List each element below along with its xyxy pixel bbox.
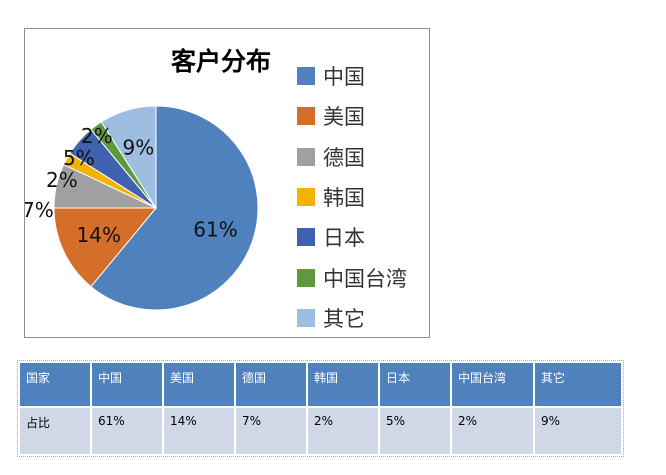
pie-data-label: 9% xyxy=(122,135,154,159)
legend-label: 德国 xyxy=(323,145,365,170)
legend-swatch xyxy=(297,67,315,86)
legend-swatch xyxy=(297,308,315,327)
legend-label: 中国 xyxy=(323,65,365,90)
table-cell: 9% xyxy=(535,408,621,454)
table-header-cell: 美国 xyxy=(164,363,234,406)
legend-label: 中国台湾 xyxy=(323,266,407,291)
pie-data-label: 61% xyxy=(193,217,237,241)
legend-label: 韩国 xyxy=(323,186,365,211)
legend-label: 美国 xyxy=(323,105,365,130)
legend-item: 其它 xyxy=(297,298,407,338)
share-table: 国家 中国 美国 德国 韩国 日本 中国台湾 其它 占比 61% 14% 7% … xyxy=(17,360,624,457)
pie-data-label: 7% xyxy=(25,198,54,222)
pie-data-label: 14% xyxy=(77,223,121,247)
legend-swatch xyxy=(297,188,315,207)
table-header-cell: 中国 xyxy=(92,363,162,406)
table-cell: 2% xyxy=(452,408,533,454)
pie-data-label: 2% xyxy=(46,168,78,192)
legend-swatch xyxy=(297,268,315,287)
table-header-cell: 日本 xyxy=(380,363,450,406)
pie-slice xyxy=(90,105,259,311)
chart-legend: 中国 美国 德国 韩国 日本 中国台湾 其它 xyxy=(297,56,407,338)
table-cell: 14% xyxy=(164,408,234,454)
pie-chart: 61% 14% 7% 2%5%2% 9% xyxy=(25,105,259,311)
table-header-cell: 韩国 xyxy=(308,363,378,406)
table-row: 占比 61% 14% 7% 2% 5% 2% 9% xyxy=(20,408,621,454)
pie-slice xyxy=(53,207,158,288)
table-header-cell: 国家 xyxy=(20,363,90,406)
table-cell: 7% xyxy=(236,408,306,454)
legend-swatch xyxy=(297,228,315,247)
legend-label: 其它 xyxy=(323,306,365,331)
legend-item: 中国 xyxy=(297,56,407,96)
table-header-cell: 中国台湾 xyxy=(452,363,533,406)
legend-item: 韩国 xyxy=(297,177,407,217)
legend-swatch xyxy=(297,107,315,126)
legend-item: 中国台湾 xyxy=(297,257,407,297)
legend-item: 德国 xyxy=(297,137,407,177)
table-cell: 占比 xyxy=(20,408,90,454)
chart-title: 客户分布 xyxy=(171,47,272,76)
table-header-cell: 德国 xyxy=(236,363,306,406)
legend-item: 日本 xyxy=(297,217,407,257)
legend-swatch xyxy=(297,147,315,166)
pie-data-label: 5% xyxy=(63,146,95,170)
chart-area: 61% 14% 7% 2% 5% 2% 9% 客户分布 中国 美国 德国 韩国 日本 中国台… xyxy=(24,28,430,338)
pie-slice xyxy=(100,105,157,210)
table-header-cell: 其它 xyxy=(535,363,621,406)
pie-data-label: 2% xyxy=(81,124,113,148)
legend-item: 美国 xyxy=(297,96,407,136)
table-header-row: 国家 中国 美国 德国 韩国 日本 中国台湾 其它 xyxy=(20,363,621,406)
table-cell: 61% xyxy=(92,408,162,454)
legend-label: 日本 xyxy=(323,226,365,251)
table-cell: 5% xyxy=(380,408,450,454)
table-cell: 2% xyxy=(308,408,378,454)
